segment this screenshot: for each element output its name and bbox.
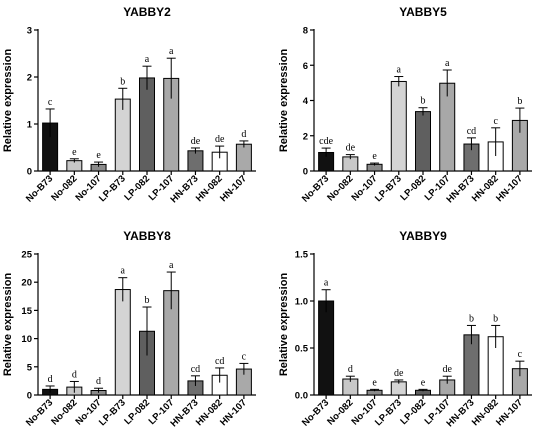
significance-letter: de xyxy=(394,368,404,379)
bar xyxy=(390,80,407,172)
x-tick-label: LP-082 xyxy=(122,397,152,427)
significance-letter: d xyxy=(48,374,53,385)
y-tick-label: 0 xyxy=(303,167,308,178)
x-tick-label: LP-082 xyxy=(398,397,428,427)
significance-letter: a xyxy=(145,54,150,65)
significance-letter: a xyxy=(169,260,174,271)
significance-letter: d xyxy=(96,376,101,387)
x-tick-label: No-B73 xyxy=(24,173,55,204)
y-tick-label: 10 xyxy=(21,334,32,345)
x-tick-label: LP-B73 xyxy=(373,397,404,428)
bar xyxy=(187,150,204,172)
x-tick-label: HN-107 xyxy=(494,397,525,428)
x-tick-label: LP-082 xyxy=(398,173,428,203)
x-tick-label: LP-082 xyxy=(122,173,152,203)
significance-letter: cde xyxy=(319,136,333,147)
significance-letter: c xyxy=(48,97,53,108)
chart-title: YABBY2 xyxy=(123,5,171,19)
y-tick-label: 0.0 xyxy=(295,391,308,402)
significance-letter: a xyxy=(324,278,329,289)
bar xyxy=(139,77,155,172)
x-tick-label: LP-B73 xyxy=(97,397,128,428)
y-tick-label: 25 xyxy=(21,250,32,261)
chart-title: YABBY9 xyxy=(399,229,447,243)
y-axis-label: Relative expression xyxy=(2,273,14,377)
significance-letter: d xyxy=(241,129,246,140)
x-tick-label: HN-107 xyxy=(218,397,249,428)
chart-svg: YABBY2 Relative expression 0 1 2 3 c No-B73 e No-… xyxy=(2,5,256,205)
significance-letter: b xyxy=(493,313,498,324)
significance-letter: a xyxy=(169,46,174,57)
y-tick-label: 3 xyxy=(27,26,32,37)
y-tick-label: 2 xyxy=(27,73,32,84)
y-tick-label: 0 xyxy=(27,167,32,178)
significance-letter: de xyxy=(215,134,225,145)
significance-letter: e xyxy=(372,151,377,162)
significance-letter: d xyxy=(72,369,77,380)
significance-letter: de xyxy=(442,364,452,375)
y-tick-label: 5 xyxy=(27,362,33,373)
significance-letter: b xyxy=(421,96,426,107)
x-tick-label: No-B73 xyxy=(24,397,55,428)
x-tick-label: HN-107 xyxy=(218,173,249,204)
significance-letter: b xyxy=(469,313,474,324)
y-tick-label: 1 xyxy=(27,120,33,131)
x-tick-label: No-B73 xyxy=(300,173,331,204)
x-tick-label: HN-107 xyxy=(494,173,525,204)
y-tick-label: 0.5 xyxy=(295,344,309,355)
significance-letter: cd xyxy=(467,126,476,137)
x-tick-label: No-082 xyxy=(325,173,355,203)
significance-letter: a xyxy=(397,65,402,76)
significance-letter: de xyxy=(346,143,356,154)
y-tick-label: 1.0 xyxy=(295,297,308,308)
significance-letter: d xyxy=(348,364,353,375)
yabby9-chart: YABBY9 Relative expression 0.0 0.5 1.0 1.5 a No… xyxy=(276,224,550,446)
significance-letter: c xyxy=(242,351,247,362)
chart-title: YABBY5 xyxy=(399,5,447,19)
y-tick-label: 1.5 xyxy=(295,250,309,261)
significance-letter: e xyxy=(372,377,377,388)
x-tick-label: No-082 xyxy=(49,397,79,427)
y-axis-label: Relative expression xyxy=(2,49,14,153)
significance-letter: b xyxy=(517,96,522,107)
significance-letter: e xyxy=(72,147,77,158)
significance-letter: c xyxy=(518,349,523,360)
y-tick-label: 2 xyxy=(303,131,308,142)
y-tick-label: 4 xyxy=(303,96,309,107)
significance-letter: a xyxy=(445,58,450,69)
significance-letter: de xyxy=(191,136,201,147)
x-tick-label: No-082 xyxy=(325,397,355,427)
significance-letter: a xyxy=(121,266,126,277)
y-tick-label: 15 xyxy=(21,306,32,317)
bar xyxy=(114,289,131,396)
bar xyxy=(390,381,407,396)
significance-letter: cd xyxy=(191,364,200,375)
yabby8-chart: YABBY8 Relative expression 0 5 10 15 20 25 d No-B… xyxy=(0,224,274,446)
significance-letter: cd xyxy=(215,356,224,367)
significance-letter: c xyxy=(493,116,498,127)
significance-letter: b xyxy=(120,76,125,87)
yabby5-chart: YABBY5 Relative expression 0 2 4 6 8 cde No-B73 d… xyxy=(276,0,550,222)
yabby2-chart: YABBY2 Relative expression 0 1 2 3 c No-B73 e No-… xyxy=(0,0,274,222)
y-tick-label: 20 xyxy=(21,278,32,289)
y-tick-label: 8 xyxy=(303,26,308,37)
significance-letter: e xyxy=(421,377,426,388)
chart-svg: YABBY9 Relative expression 0.0 0.5 1.0 1.5 a No… xyxy=(278,229,532,429)
y-tick-label: 0 xyxy=(27,391,32,402)
significance-letter: e xyxy=(96,150,101,161)
bar xyxy=(415,111,431,172)
y-axis-label: Relative expression xyxy=(278,49,290,153)
bar xyxy=(318,300,335,396)
x-tick-label: LP-B73 xyxy=(97,173,128,204)
x-tick-label: No-082 xyxy=(49,173,79,203)
x-tick-label: LP-B73 xyxy=(373,173,404,204)
significance-letter: b xyxy=(145,295,150,306)
y-axis-label: Relative expression xyxy=(278,273,290,377)
chart-svg: YABBY8 Relative expression 0 5 10 15 20 25 d No-B… xyxy=(2,229,256,429)
y-tick-label: 6 xyxy=(303,61,308,72)
bar xyxy=(235,143,252,172)
x-tick-label: No-B73 xyxy=(300,397,331,428)
chart-title: YABBY8 xyxy=(123,229,171,243)
